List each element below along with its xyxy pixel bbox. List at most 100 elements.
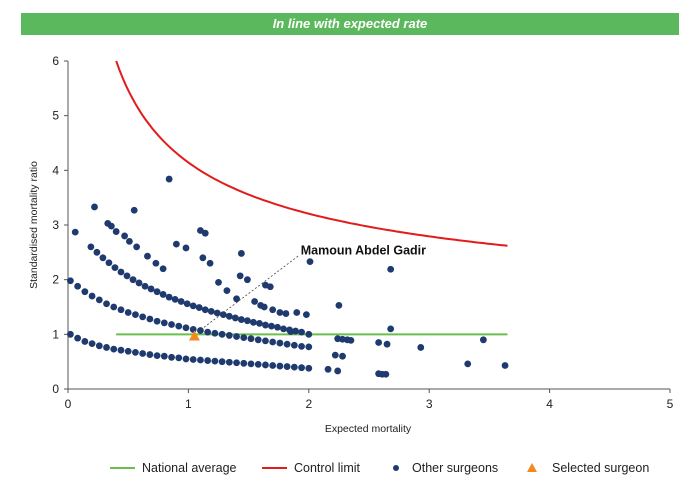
other-surgeon-point [197, 356, 204, 364]
y-axis-label: Standardised mortality ratio [28, 161, 40, 289]
other-surgeon-point [103, 300, 110, 308]
other-surgeon-point [160, 352, 168, 360]
other-surgeon-point [168, 321, 175, 328]
other-surgeon-point [268, 322, 275, 330]
other-surgeon-point [207, 307, 215, 315]
legend-label: Control limit [294, 461, 361, 475]
other-surgeon-point [283, 340, 291, 348]
x-tick-label: 0 [65, 397, 72, 411]
other-surgeon-point [147, 285, 155, 293]
other-surgeon-point [223, 287, 231, 294]
other-surgeon-point [243, 317, 251, 325]
other-surgeon-point [139, 350, 147, 357]
other-surgeon-point [324, 365, 332, 373]
other-surgeon-point [269, 338, 277, 346]
other-surgeons-series [67, 175, 509, 378]
y-tick-label: 2 [52, 273, 59, 287]
other-surgeon-point [93, 248, 101, 256]
other-surgeon-point [117, 268, 125, 276]
other-surgeon-point [189, 302, 197, 310]
other-surgeon-point [71, 228, 79, 236]
other-surgeon-point [171, 295, 179, 303]
other-surgeon-point [67, 330, 74, 338]
legend: National average Control limit Other surge… [110, 461, 649, 475]
other-surgeon-point [237, 316, 245, 323]
other-surgeon-point [250, 318, 257, 326]
other-surgeon-point [260, 303, 268, 311]
other-surgeon-point [165, 293, 173, 301]
other-surgeon-point [269, 306, 277, 314]
other-surgeon-point [183, 300, 191, 308]
other-surgeon-point [283, 363, 291, 370]
other-surgeon-point [262, 337, 269, 345]
other-surgeon-point [287, 328, 295, 335]
other-surgeon-point [112, 228, 120, 235]
other-surgeon-point [91, 203, 98, 211]
other-surgeon-point [111, 264, 119, 272]
other-surgeon-point [153, 352, 161, 360]
other-surgeon-point [124, 347, 132, 355]
x-tick-label: 1 [185, 397, 192, 411]
other-surgeon-point [130, 206, 138, 214]
other-surgeon-point [274, 323, 281, 331]
other-surgeon-point [182, 355, 190, 363]
other-surgeon-point [172, 240, 180, 248]
x-axis-label: Expected mortality [325, 423, 412, 435]
other-surgeon-point [501, 362, 509, 369]
other-surgeon-point [247, 335, 255, 343]
other-surgeon-point [305, 343, 313, 351]
other-surgeon-point [201, 229, 209, 237]
control-limit-curve [115, 60, 508, 247]
other-surgeon-point [153, 288, 161, 296]
other-surgeon-point [240, 359, 248, 367]
other-surgeon-point [88, 340, 96, 348]
other-surgeon-point [269, 362, 277, 369]
axes: 0 1 2 3 4 5 6 0 1 2 3 4 5 Expected mortality Standardi… [28, 54, 674, 435]
other-surgeon-point [135, 279, 143, 287]
other-surgeon-point [339, 352, 346, 360]
other-surgeon-point [302, 311, 310, 319]
other-surgeon-point [153, 317, 161, 325]
other-surgeon-point [225, 312, 233, 320]
legend-label: Selected surgeon [552, 461, 649, 475]
other-surgeon-point [225, 358, 233, 366]
x-tick-label: 4 [546, 397, 553, 411]
annotation-leader-line [194, 255, 300, 335]
legend-swatch-triangle [527, 463, 537, 472]
other-surgeon-point [290, 363, 298, 371]
other-surgeon-point [117, 306, 125, 314]
other-surgeon-point [335, 301, 343, 309]
other-surgeon-point [175, 322, 183, 330]
other-surgeon-point [479, 336, 487, 344]
y-tick-label: 4 [52, 163, 59, 177]
other-surgeon-point [211, 329, 219, 337]
other-surgeon-point [159, 265, 167, 273]
other-surgeon-point [146, 315, 154, 323]
other-surgeon-point [168, 353, 175, 361]
other-surgeon-point [129, 276, 137, 284]
annotation-label: Mamoun Abdel Gadir [301, 244, 426, 258]
other-surgeon-point [305, 330, 313, 338]
other-surgeon-point [121, 232, 128, 240]
other-surgeon-point [231, 314, 239, 322]
other-surgeon-point [236, 272, 244, 280]
other-surgeon-point [74, 334, 82, 342]
other-surgeon-point [88, 292, 96, 300]
selected-surgeon-series [188, 330, 200, 341]
control-limit-series [115, 60, 508, 247]
other-surgeon-point [256, 320, 263, 327]
other-surgeon-point [141, 282, 149, 290]
other-surgeon-point [204, 328, 212, 336]
other-surgeon-point [165, 175, 173, 183]
other-surgeon-point [240, 334, 248, 342]
other-surgeon-point [146, 351, 154, 358]
other-surgeon-point [132, 311, 139, 319]
other-surgeon-point [189, 326, 197, 333]
other-surgeon-point [243, 276, 251, 284]
x-tick-label: 5 [667, 397, 674, 411]
other-surgeon-point [95, 342, 103, 350]
y-tick-label: 5 [52, 109, 59, 123]
other-surgeon-point [152, 259, 160, 267]
other-surgeon-point [159, 291, 167, 298]
